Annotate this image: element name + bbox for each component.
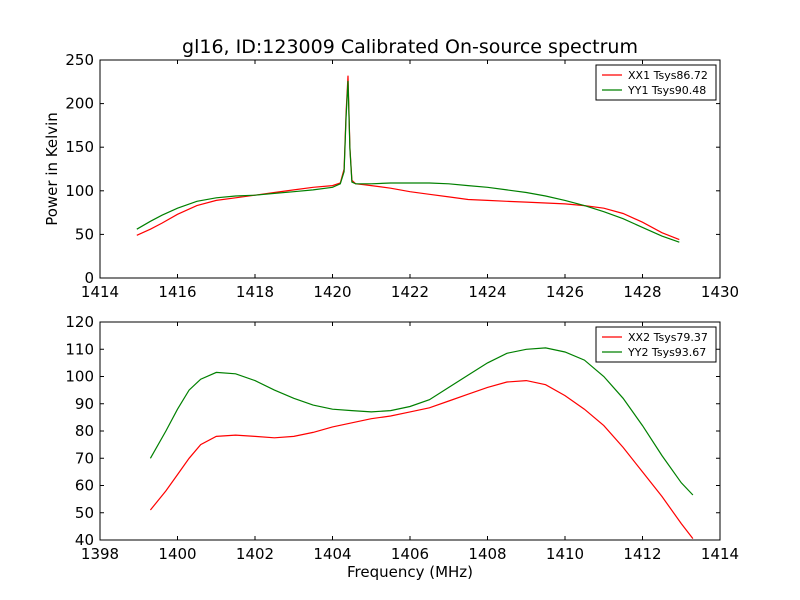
- x-tick-label: 1402: [236, 545, 274, 563]
- x-tick-label: 1414: [81, 283, 119, 301]
- x-tick-label: 1428: [623, 283, 661, 301]
- x-tick-label: 1426: [546, 283, 584, 301]
- legend-box: [595, 64, 717, 101]
- y-tick-label: 0: [84, 269, 94, 287]
- x-tick-label: 1398: [81, 545, 119, 563]
- x-tick-label: 1424: [468, 283, 506, 301]
- x-axis-label: Frequency (MHz): [347, 563, 473, 581]
- y-tick-label: 90: [75, 395, 94, 413]
- y-tick-label: 200: [65, 95, 94, 113]
- y-tick-label: 70: [75, 449, 94, 467]
- x-tick-label: 1412: [623, 545, 661, 563]
- series-line-2-2: [149, 347, 694, 496]
- y-tick-label: 120: [65, 313, 94, 331]
- legend-label: YY1 Tsys90.48: [627, 84, 706, 97]
- bottom-panel: 1398 1400 1402 1404 1406 1408 1410 1412 1414 40 50…: [65, 313, 739, 563]
- legend: XX2 Tsys79.37 YY2 Tsys93.67: [595, 326, 717, 363]
- y-axis-label: Power in Kelvin: [43, 112, 61, 226]
- x-tick-label: 1418: [236, 283, 274, 301]
- y-tick-label: 50: [75, 504, 94, 522]
- legend-label: XX1 Tsys86.72: [628, 69, 708, 82]
- y-tick-label: 150: [65, 138, 94, 156]
- series-line-1-2: [136, 80, 680, 243]
- y-tick-label: 40: [75, 531, 94, 549]
- x-tick-label: 1410: [546, 545, 584, 563]
- y-tick-label: 80: [75, 422, 94, 440]
- x-tick-label: 1404: [313, 545, 351, 563]
- y-tick-label: 250: [65, 51, 94, 69]
- y-tick-label: 110: [65, 340, 94, 358]
- y-tick-label: 60: [75, 477, 94, 495]
- y-tick-label: 50: [75, 225, 94, 243]
- chart-title: gl16, ID:123009 Calibrated On-source spe…: [182, 36, 638, 58]
- x-tick-label: 1400: [158, 545, 196, 563]
- series-line-2-1: [149, 379, 694, 539]
- x-tick-label: 1408: [468, 545, 506, 563]
- legend-box: [595, 326, 717, 363]
- x-tick-label: 1414: [701, 545, 739, 563]
- legend-label: XX2 Tsys79.37: [628, 331, 708, 344]
- x-tick-label: 1406: [391, 545, 429, 563]
- y-tick-label: 100: [65, 182, 94, 200]
- x-tick-label: 1416: [158, 283, 196, 301]
- legend: XX1 Tsys86.72 YY1 Tsys90.48: [595, 64, 717, 101]
- x-tick-label: 1420: [313, 283, 351, 301]
- x-tick-label: 1422: [391, 283, 429, 301]
- top-panel: 1414 1416 1418 1420 1422 1424 1426 1428 1430 0 50 1…: [65, 51, 739, 301]
- x-tick-label: 1430: [701, 283, 739, 301]
- legend-label: YY2 Tsys93.67: [627, 346, 706, 359]
- y-tick-label: 100: [65, 368, 94, 386]
